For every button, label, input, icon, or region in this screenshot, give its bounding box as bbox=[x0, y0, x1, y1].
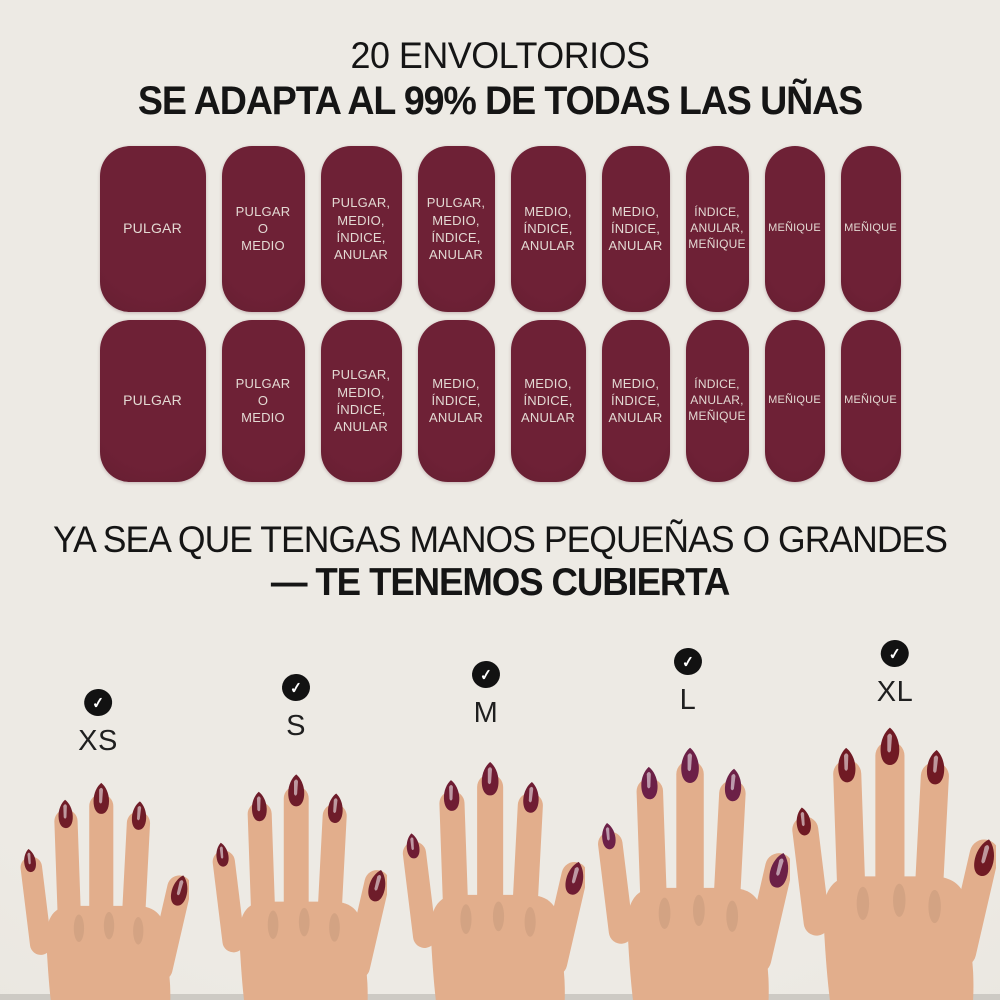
nail-wrap: MEDIO, ÍNDICE, ANULAR bbox=[510, 319, 586, 482]
hand-photo-s bbox=[211, 774, 387, 1000]
check-icon: ✓ bbox=[280, 672, 312, 703]
size-label: L bbox=[679, 684, 697, 716]
size-marker-xs: ✓ XS bbox=[78, 687, 118, 758]
size-marker-s: ✓ S bbox=[280, 672, 312, 743]
subheading: YA SEA QUE TENGAS MANOS PEQUEÑAS O GRAND… bbox=[0, 518, 1000, 607]
check-icon: ✓ bbox=[879, 638, 911, 669]
size-marker-l: ✓ L bbox=[672, 646, 704, 717]
hand-photo-l bbox=[596, 747, 790, 1000]
subtitle-covered-line: — TE TENEMOS CUBIERTA bbox=[270, 561, 730, 605]
nail-wrap: MEÑIQUE bbox=[764, 319, 825, 482]
nail-wrap: ÍNDICE, ANULAR, MEÑIQUE bbox=[685, 145, 749, 312]
size-marker-xl: ✓ XL bbox=[876, 638, 914, 709]
nail-wrap: PULGAR, MEDIO, ÍNDICE, ANULAR bbox=[320, 319, 402, 482]
nail-wrap: PULGAR, MEDIO, ÍNDICE, ANULAR bbox=[320, 145, 402, 312]
header: 20 ENVOLTORIOS SE ADAPTA AL 99% DE TODAS… bbox=[0, 0, 1000, 124]
wrap-size-grid: PULGAR PULGAR O MEDIO PULGAR, MEDIO, ÍND… bbox=[0, 145, 1000, 482]
size-label: XL bbox=[876, 676, 914, 708]
subtitle-hands-line: YA SEA QUE TENGAS MANOS PEQUEÑAS O GRAND… bbox=[53, 518, 948, 560]
nail-wrap: PULGAR O MEDIO bbox=[221, 145, 305, 312]
nail-wrap: PULGAR bbox=[99, 319, 206, 482]
wrap-row-top: PULGAR PULGAR O MEDIO PULGAR, MEDIO, ÍND… bbox=[99, 145, 901, 312]
size-marker-m: ✓ M bbox=[470, 659, 502, 730]
title-count: 20 ENVOLTORIOS bbox=[350, 35, 650, 76]
nail-wrap: MEÑIQUE bbox=[764, 145, 825, 312]
nail-wrap: MEÑIQUE bbox=[840, 145, 901, 312]
nail-wrap: MEDIO, ÍNDICE, ANULAR bbox=[601, 145, 670, 312]
nail-wrap: MEDIO, ÍNDICE, ANULAR bbox=[510, 145, 586, 312]
title-fit-claim: SE ADAPTA AL 99% DE TODAS LAS UÑAS bbox=[137, 78, 863, 123]
nail-wrap: PULGAR bbox=[99, 145, 206, 312]
wrap-row-bottom: PULGAR PULGAR O MEDIO PULGAR, MEDIO, ÍND… bbox=[99, 319, 901, 482]
check-icon: ✓ bbox=[470, 659, 502, 690]
check-icon: ✓ bbox=[672, 646, 704, 677]
nail-wrap: PULGAR O MEDIO bbox=[221, 319, 305, 482]
size-label: M bbox=[473, 697, 499, 729]
hand-photo-m bbox=[401, 761, 585, 1000]
hand-photo-xl bbox=[790, 727, 996, 1000]
nail-wrap: MEDIO, ÍNDICE, ANULAR bbox=[417, 319, 495, 482]
size-label: XS bbox=[78, 725, 118, 757]
nail-wrap: MEDIO, ÍNDICE, ANULAR bbox=[601, 319, 670, 482]
nail-wrap: ÍNDICE, ANULAR, MEÑIQUE bbox=[685, 319, 749, 482]
nail-wrap: PULGAR, MEDIO, ÍNDICE, ANULAR bbox=[417, 145, 495, 312]
check-icon: ✓ bbox=[82, 687, 114, 718]
size-label: S bbox=[286, 710, 306, 742]
nail-wrap: MEÑIQUE bbox=[840, 319, 901, 482]
hand-photo-xs bbox=[19, 782, 189, 1000]
